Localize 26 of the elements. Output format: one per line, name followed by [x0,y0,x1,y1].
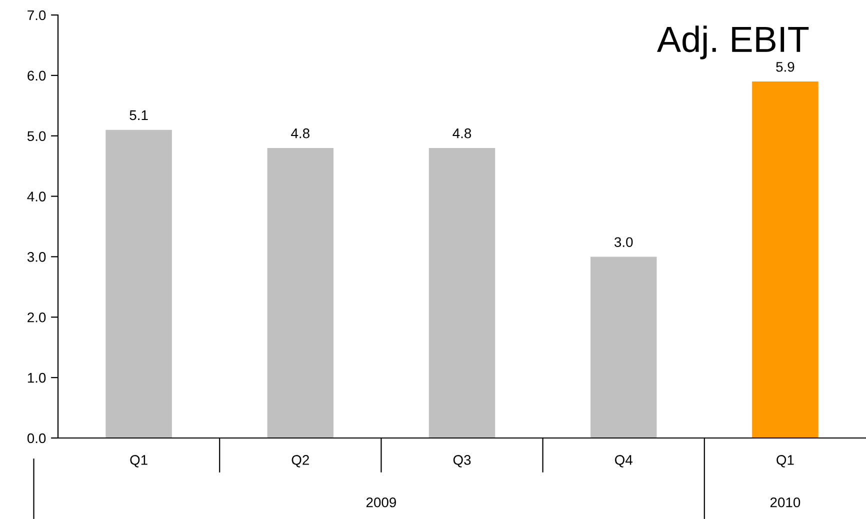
y-tick-label: 7.0 [28,10,46,20]
x-tick-label: Q1 [776,455,794,468]
bar [106,130,172,438]
data-label: 4.8 [452,128,472,138]
x-tick-label: Q1 [130,455,148,468]
data-label: 5.9 [776,62,794,72]
bar [590,256,657,438]
bar [428,148,496,438]
chart-title: Adj. EBIT [656,26,809,60]
data-label: 5.1 [130,110,148,120]
x-tick-label: Q4 [614,455,632,468]
y-tick-label: 3.0 [27,252,46,262]
y-tick-label: 1.0 [28,372,46,383]
y-tick-label: 6.0 [28,70,46,81]
y-tick-label: 4.0 [27,192,46,202]
text: 2010 [770,497,800,508]
bar [752,81,818,438]
data-label: 4.8 [291,128,310,138]
bar [267,148,334,438]
y-tick-label: 5.0 [27,131,46,142]
text: 2009 [366,497,396,508]
y-tick-label: 0.0 [27,433,46,444]
data-label: 3.0 [614,237,633,248]
x-tick-label: Q3 [453,455,471,468]
x-tick-label: Q2 [292,455,309,468]
y-tick-label: 2.0 [28,312,46,322]
